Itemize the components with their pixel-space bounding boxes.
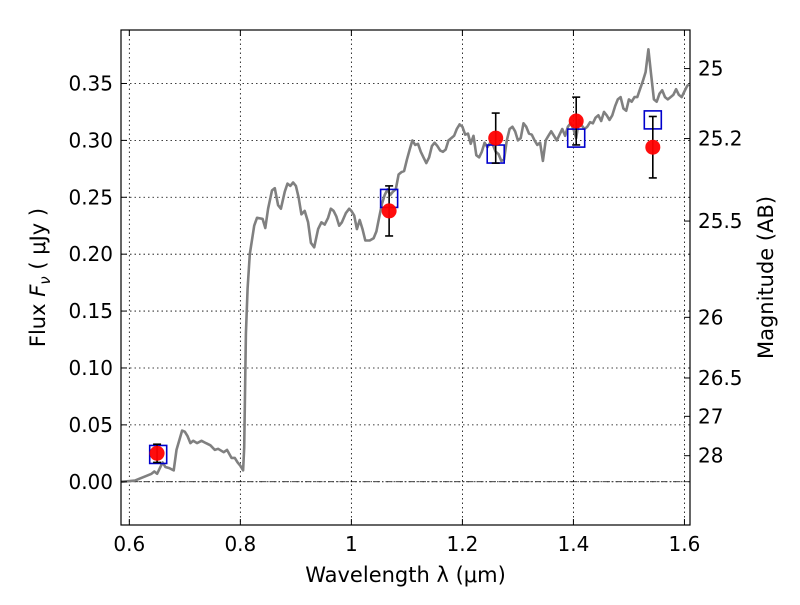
magnitude-tick-label: 27 [698, 404, 723, 428]
y-tick-label: 0.25 [68, 185, 113, 209]
model-spectrum [120, 47, 690, 484]
y-tick-label: 0.35 [68, 71, 113, 95]
magnitude-tick-label: 25.5 [698, 209, 743, 233]
x-tick-label: 0.8 [224, 532, 256, 556]
y-tick-label: 0.10 [68, 356, 113, 380]
spectrum-line [120, 47, 690, 484]
observed-flux-point [149, 445, 165, 461]
x-tick-label: 1.2 [446, 532, 478, 556]
x-axis-label: Wavelength λ (μm) [305, 563, 506, 587]
y-tick-label: 0.15 [68, 299, 113, 323]
y-axis-label-suffix: ( μJy ) [26, 208, 50, 276]
y-tick-label: 0.30 [68, 128, 113, 152]
observed-flux-point [568, 113, 584, 129]
axis-ticks: 0.6 0.8 1 1.2 1.4 1.6 0.00 0.05 0.10 0.15 0.20 0.25… [68, 30, 743, 556]
y-axis-label: Flux Fν ( μJy ) [26, 208, 54, 347]
x-tick-label: 0.6 [113, 532, 145, 556]
magnitude-tick-label: 26.5 [698, 366, 743, 390]
observed-flux-point [381, 203, 397, 219]
grid-lines [121, 30, 690, 525]
magnitude-tick-label: 26 [698, 305, 723, 329]
magnitude-tick-label: 25.2 [698, 127, 743, 151]
observed-flux-point [488, 130, 504, 146]
x-tick-label: 1 [345, 532, 358, 556]
x-tick-label: 1.4 [558, 532, 590, 556]
y-tick-label: 0.20 [68, 242, 113, 266]
observed-flux-point [645, 139, 661, 155]
y-tick-label: 0.05 [68, 413, 113, 437]
magnitude-tick-label: 28 [698, 444, 723, 468]
plot-frame [120, 29, 691, 526]
y-axis-label-prefix: Flux [26, 297, 50, 347]
y-axis-label-subscript: ν [36, 276, 54, 284]
magnitude-tick-label: 25 [698, 57, 723, 81]
y-tick-label: 0.00 [68, 470, 113, 494]
x-tick-label: 1.6 [669, 532, 701, 556]
right-axis-label: Magnitude (AB) [754, 196, 778, 359]
data-markers [148, 96, 663, 465]
y-axis-label-symbol: F [26, 284, 50, 297]
